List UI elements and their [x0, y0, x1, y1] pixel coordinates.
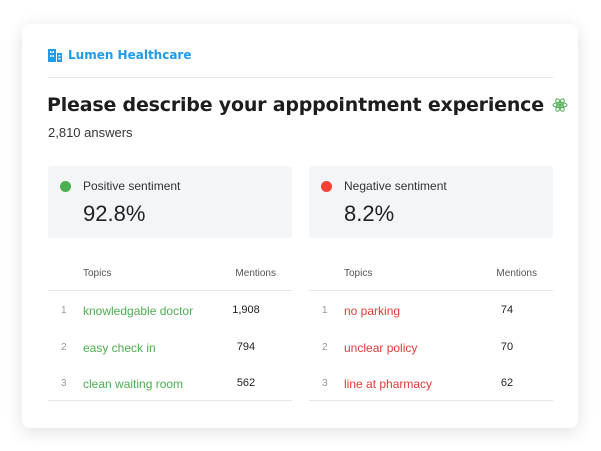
- positive-dot-icon: [60, 181, 71, 192]
- negative-label: Negative sentiment: [344, 179, 447, 193]
- table-row[interactable]: 3 line at pharmacy 62: [309, 364, 553, 402]
- table-header: Topics Mentions: [48, 260, 292, 291]
- positive-label: Positive sentiment: [83, 179, 181, 193]
- table-row[interactable]: 1 no parking 74: [322, 304, 514, 318]
- positive-topics-table: Topics Mentions 1 knowledgable doctor 1,908…: [48, 260, 292, 402]
- building-icon: [48, 48, 62, 62]
- atom-icon: [552, 98, 568, 112]
- table-row[interactable]: 2 easy check in 794: [61, 340, 256, 355]
- brand-name: Lumen Healthcare: [68, 48, 192, 62]
- brand: Lumen Healthcare: [48, 48, 192, 62]
- table-row[interactable]: 1 knowledgable doctor 1,908: [61, 304, 260, 318]
- negative-dot-icon: [321, 181, 332, 192]
- table-row[interactable]: 2 unclear policy 70: [322, 340, 514, 355]
- negative-topics-table: Topics Mentions 1 no parking 74 2 unclear po…: [309, 260, 553, 402]
- negative-sentiment-card: Negative sentiment 8.2%: [309, 166, 553, 238]
- positive-sentiment-card: Positive sentiment 92.8%: [48, 166, 292, 238]
- table-header: Topics Mentions: [309, 260, 553, 291]
- table-row[interactable]: 3 clean waiting room 562: [48, 364, 292, 402]
- negative-value: 8.2%: [344, 201, 395, 226]
- divider: [48, 77, 553, 78]
- positive-value: 92.8%: [83, 201, 146, 226]
- answer-count: 2,810 answers: [48, 125, 133, 140]
- survey-card: Lumen Healthcare Please describe your ap…: [22, 24, 578, 428]
- page-title: Please describe your apppointment experi…: [47, 94, 568, 116]
